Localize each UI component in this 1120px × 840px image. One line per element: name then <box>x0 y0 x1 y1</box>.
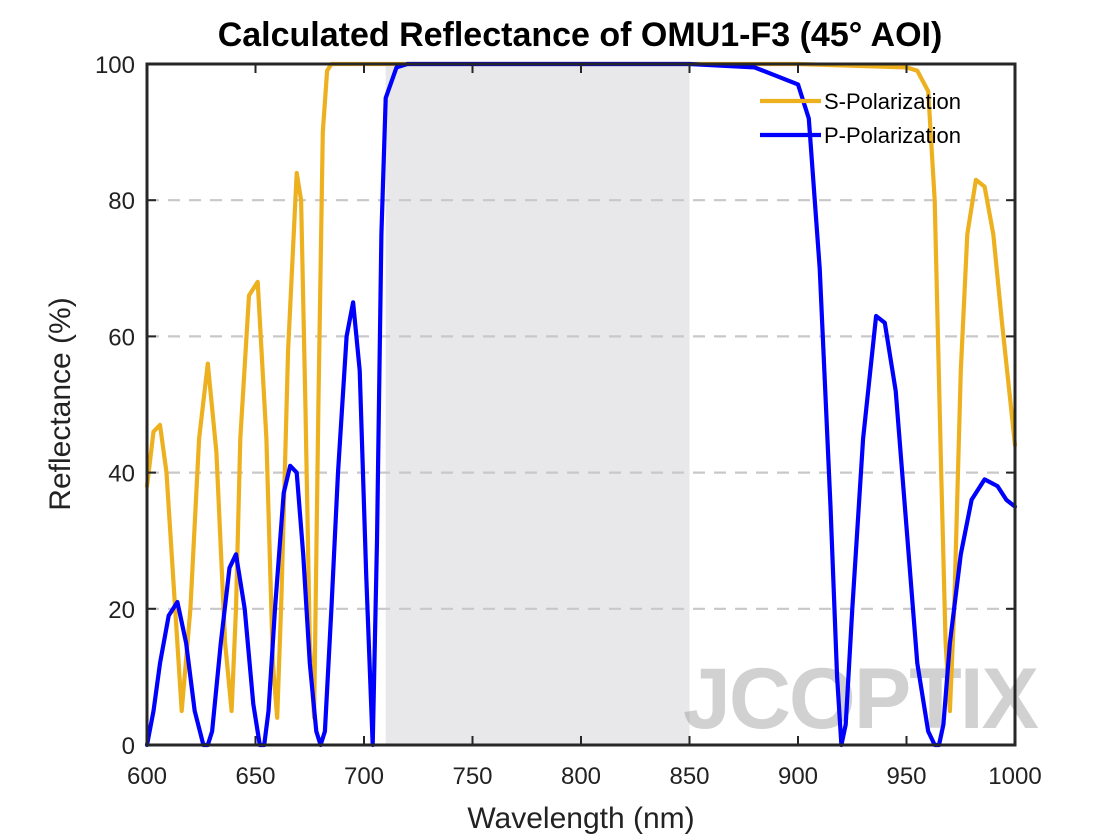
y-tick-label: 60 <box>108 324 135 351</box>
y-tick-label: 0 <box>122 733 135 760</box>
x-axis-label: Wavelength (nm) <box>467 802 694 835</box>
legend-label: P-Polarization <box>824 123 961 148</box>
axis-tick-marks <box>146 63 1016 746</box>
x-tick-label: 750 <box>452 763 492 790</box>
x-tick-label: 900 <box>778 763 818 790</box>
chart-title: Calculated Reflectance of OMU1-F3 (45° A… <box>218 16 943 54</box>
y-tick-label: 100 <box>95 52 135 79</box>
grid-lines <box>147 199 1015 610</box>
x-tick-label: 800 <box>561 763 601 790</box>
y-tick-label: 20 <box>108 597 135 624</box>
y-tick-label: 40 <box>108 461 135 488</box>
plot-area: JCOPTIX <box>144 61 1041 748</box>
x-tick-label: 1000 <box>988 763 1041 790</box>
x-tick-label: 600 <box>127 763 167 790</box>
series-line-s-polarization <box>144 61 1018 720</box>
legend: S-Polarization P-Polarization <box>760 89 961 148</box>
legend-label: S-Polarization <box>824 89 961 114</box>
shaded-region <box>385 64 690 745</box>
y-axis-label: Reflectance (%) <box>44 297 77 510</box>
y-axis-tick-labels: 0 20 40 60 80 100 <box>95 52 135 760</box>
watermark-logo: JCOPTIX <box>683 651 1039 747</box>
x-tick-label: 950 <box>886 763 926 790</box>
y-tick-label: 80 <box>108 188 135 215</box>
x-axis-tick-labels: 600 650 700 750 800 850 900 950 1000 <box>127 763 1042 790</box>
x-tick-label: 850 <box>669 763 709 790</box>
x-tick-label: 650 <box>235 763 275 790</box>
x-tick-label: 700 <box>344 763 384 790</box>
